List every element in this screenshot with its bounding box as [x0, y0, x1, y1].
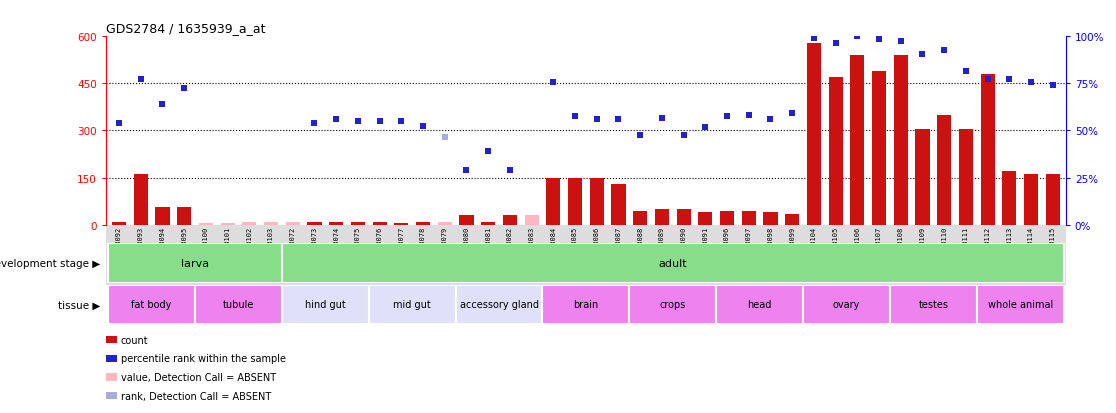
Text: percentile rank within the sample: percentile rank within the sample	[121, 354, 286, 363]
Text: rank, Detection Call = ABSENT: rank, Detection Call = ABSENT	[121, 391, 271, 401]
Bar	[850, 56, 865, 225]
Bar	[589, 178, 604, 225]
Bar	[264, 223, 278, 225]
Text: adult: adult	[658, 258, 687, 268]
Bar	[455, 285, 542, 324]
Bar	[763, 213, 778, 225]
Bar	[282, 285, 368, 324]
Bar	[307, 223, 321, 225]
Bar	[108, 244, 282, 283]
Bar	[716, 285, 804, 324]
Text: ovary: ovary	[833, 299, 860, 310]
Text: larva: larva	[181, 258, 209, 268]
Bar	[915, 130, 930, 225]
Text: fat body: fat body	[132, 299, 172, 310]
Bar	[282, 244, 1064, 283]
Bar	[546, 178, 560, 225]
Bar	[195, 285, 282, 324]
Bar	[976, 285, 1064, 324]
Bar	[655, 209, 668, 225]
Bar	[394, 223, 408, 225]
Bar	[199, 223, 213, 225]
Bar	[959, 130, 973, 225]
Bar	[437, 223, 452, 225]
Bar	[242, 223, 257, 225]
Text: tubule: tubule	[223, 299, 254, 310]
Text: brain: brain	[574, 299, 598, 310]
Bar	[612, 184, 626, 225]
Bar	[1046, 175, 1060, 225]
Bar	[373, 223, 386, 225]
Bar	[786, 214, 799, 225]
Bar	[629, 285, 716, 324]
Bar	[481, 223, 496, 225]
Bar	[525, 216, 539, 225]
Bar	[889, 285, 976, 324]
Bar	[828, 78, 843, 225]
Text: value, Detection Call = ABSENT: value, Detection Call = ABSENT	[121, 372, 276, 382]
Bar	[329, 223, 344, 225]
Text: count: count	[121, 335, 148, 345]
Bar	[894, 56, 907, 225]
Bar	[542, 285, 629, 324]
Bar	[112, 223, 126, 225]
Bar	[221, 223, 234, 225]
Bar	[804, 285, 889, 324]
Bar	[633, 211, 647, 225]
Bar	[568, 178, 583, 225]
Bar	[134, 175, 147, 225]
Bar	[937, 116, 951, 225]
Text: development stage ▶: development stage ▶	[0, 258, 100, 268]
Bar	[416, 223, 430, 225]
Bar	[981, 75, 994, 225]
Bar	[350, 223, 365, 225]
Bar	[699, 213, 712, 225]
Bar	[286, 223, 300, 225]
Bar	[1002, 172, 1017, 225]
Text: hind gut: hind gut	[305, 299, 346, 310]
Text: GDS2784 / 1635939_a_at: GDS2784 / 1635939_a_at	[106, 21, 266, 35]
Bar	[503, 216, 517, 225]
Bar	[1024, 175, 1038, 225]
Bar	[368, 285, 455, 324]
Bar	[177, 208, 191, 225]
Bar	[742, 211, 756, 225]
Bar	[460, 216, 473, 225]
Bar	[108, 285, 195, 324]
Text: tissue ▶: tissue ▶	[58, 299, 100, 310]
Bar	[720, 211, 734, 225]
Bar	[807, 43, 821, 225]
Bar	[676, 209, 691, 225]
Bar	[872, 71, 886, 225]
Text: mid gut: mid gut	[393, 299, 431, 310]
Text: testes: testes	[918, 299, 949, 310]
Text: accessory gland: accessory gland	[460, 299, 539, 310]
Text: whole animal: whole animal	[988, 299, 1052, 310]
Text: crops: crops	[660, 299, 686, 310]
Text: head: head	[748, 299, 772, 310]
Bar	[155, 208, 170, 225]
